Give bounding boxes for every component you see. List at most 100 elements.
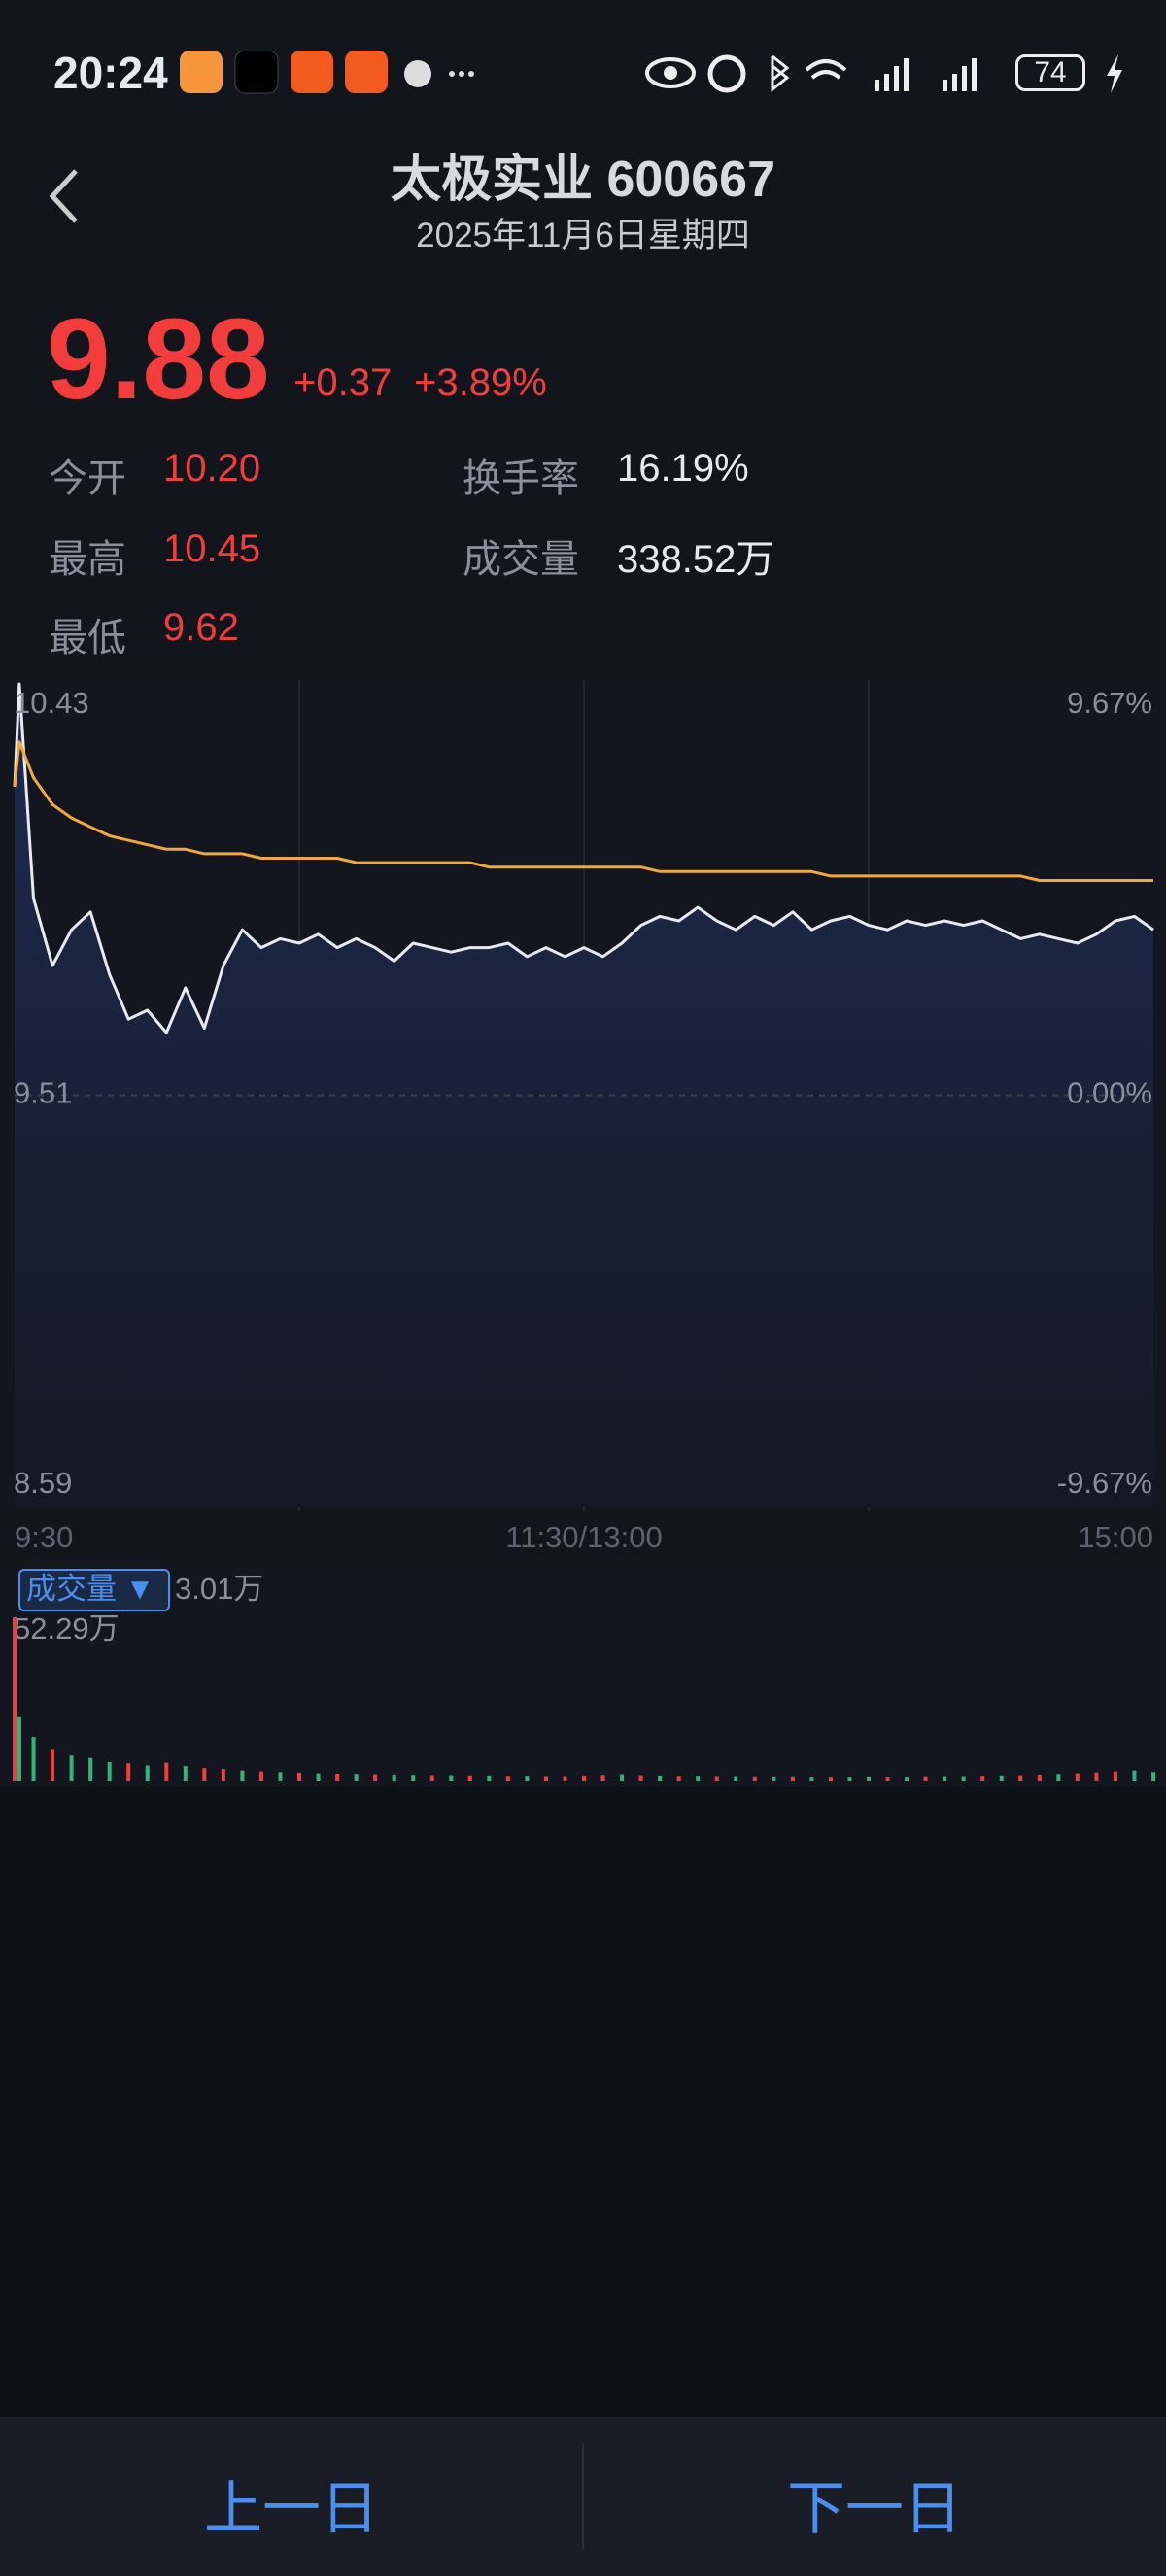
y2-tick-label: 0.00% xyxy=(1067,1076,1152,1110)
volume-bar xyxy=(1094,1772,1099,1781)
volume-bar xyxy=(145,1765,150,1781)
volume-bar xyxy=(221,1769,225,1781)
back-button[interactable] xyxy=(47,167,86,225)
volume-bar xyxy=(411,1775,416,1781)
stat-value: 16.19% xyxy=(617,447,749,490)
volume-selector-box xyxy=(18,1569,170,1611)
chart: 10.43 9.51 8.59 9.67% 0.00% -9.67% 9:30 11:30/1… xyxy=(0,680,1166,1784)
volume-bar xyxy=(107,1761,112,1781)
volume-bar xyxy=(563,1776,567,1781)
divider xyxy=(582,2443,584,2550)
volume-bar xyxy=(600,1775,605,1781)
volume-bar xyxy=(676,1776,681,1781)
volume-bar xyxy=(1132,1770,1137,1781)
volume-bar xyxy=(828,1777,833,1781)
volume-bar xyxy=(1018,1775,1023,1781)
volume-bar xyxy=(999,1775,1004,1781)
y2-tick-label: 9.67% xyxy=(1067,686,1152,720)
x-tick-label: 11:30/13:00 xyxy=(505,1520,662,1554)
change: +0.37 xyxy=(293,361,393,404)
volume-bar xyxy=(772,1776,776,1781)
volume-bar xyxy=(1151,1772,1155,1781)
volume-bar xyxy=(69,1755,74,1781)
volume-bar xyxy=(17,1716,21,1781)
volume-bar xyxy=(943,1776,947,1781)
volume-bar xyxy=(867,1776,871,1781)
x-tick-label: 15:00 xyxy=(1078,1520,1153,1554)
volume-bar xyxy=(734,1776,738,1781)
stock-title: 太极实业 600667 xyxy=(391,152,775,208)
volume-bar xyxy=(847,1777,852,1781)
y2-tick-label: -9.67% xyxy=(1057,1466,1152,1500)
volume-bar xyxy=(696,1776,701,1781)
volume-bar xyxy=(202,1768,207,1781)
volume-bar xyxy=(373,1774,378,1781)
stat-label: 最高 xyxy=(49,538,126,581)
volume-bar xyxy=(1113,1771,1117,1781)
volume-bar xyxy=(467,1775,472,1781)
y-tick-label: 8.59 xyxy=(14,1466,72,1500)
volume-bar xyxy=(1056,1774,1061,1781)
price: 9.88 xyxy=(47,295,270,424)
volume-tick-label: 52.29万 xyxy=(14,1611,120,1645)
stat-label: 换手率 xyxy=(463,458,579,500)
volume-bar xyxy=(1075,1773,1080,1781)
volume-bar xyxy=(714,1776,719,1781)
volume-bar xyxy=(278,1772,283,1781)
volume-bar xyxy=(1037,1774,1042,1781)
status-time: 20:24 xyxy=(53,48,168,98)
volume-bar xyxy=(582,1775,586,1781)
stat-label: 最低 xyxy=(49,617,126,660)
volume-bar xyxy=(790,1776,795,1781)
series-line xyxy=(13,682,1154,1034)
volume-bar xyxy=(885,1777,890,1781)
next-day-button[interactable]: 下一日 xyxy=(787,2476,962,2541)
volume-bar xyxy=(905,1777,909,1781)
volume-bar xyxy=(809,1777,814,1781)
volume-bar xyxy=(923,1776,928,1781)
volume-bar xyxy=(51,1749,55,1781)
volume-bar xyxy=(126,1763,131,1781)
volume-bar xyxy=(164,1762,169,1781)
volume-bar xyxy=(429,1775,434,1781)
x-tick-label: 9:30 xyxy=(15,1520,73,1554)
empty-area xyxy=(0,1787,1166,2417)
stat-label: 今开 xyxy=(49,458,126,500)
volume-bar xyxy=(297,1772,301,1781)
volume-title: 成交量 ▼ xyxy=(26,1572,154,1606)
volume-bar xyxy=(31,1737,36,1781)
volume-bar xyxy=(88,1757,93,1781)
volume-bar xyxy=(961,1776,966,1781)
charging-icon xyxy=(1107,54,1122,93)
y-tick-label: 10.43 xyxy=(14,686,89,720)
volume-bar xyxy=(487,1775,492,1781)
volume-bar xyxy=(354,1774,359,1781)
volume-bar xyxy=(240,1770,245,1781)
volume-bar xyxy=(13,1617,17,1781)
prev-day-button[interactable]: 上一日 xyxy=(204,2476,379,2541)
status-system-icons xyxy=(645,54,977,93)
volume-bar xyxy=(316,1773,321,1781)
volume-bar xyxy=(449,1775,454,1781)
series-line xyxy=(13,740,1153,882)
volume-bar xyxy=(183,1766,188,1781)
volume-bar xyxy=(980,1776,985,1781)
volume-bar xyxy=(505,1776,510,1781)
stat-value: 10.20 xyxy=(163,447,261,490)
volume-bar xyxy=(525,1776,530,1781)
volume-bar xyxy=(392,1774,396,1781)
stat-value: 338.52万 xyxy=(617,538,775,581)
change-pct: +3.89% xyxy=(414,361,547,404)
stat-label: 成交量 xyxy=(463,538,579,581)
volume-current: 3.01万 xyxy=(175,1572,263,1606)
volume-bar xyxy=(752,1776,757,1781)
volume-bar xyxy=(638,1775,643,1781)
price-area xyxy=(15,684,1153,1507)
volume-bar xyxy=(543,1776,548,1781)
volume-bar xyxy=(335,1773,340,1781)
volume-bar xyxy=(658,1775,663,1781)
stat-value: 9.62 xyxy=(163,606,239,649)
volume-background xyxy=(0,1559,1166,1784)
date: 2025年11月6日星期四 xyxy=(416,217,750,254)
